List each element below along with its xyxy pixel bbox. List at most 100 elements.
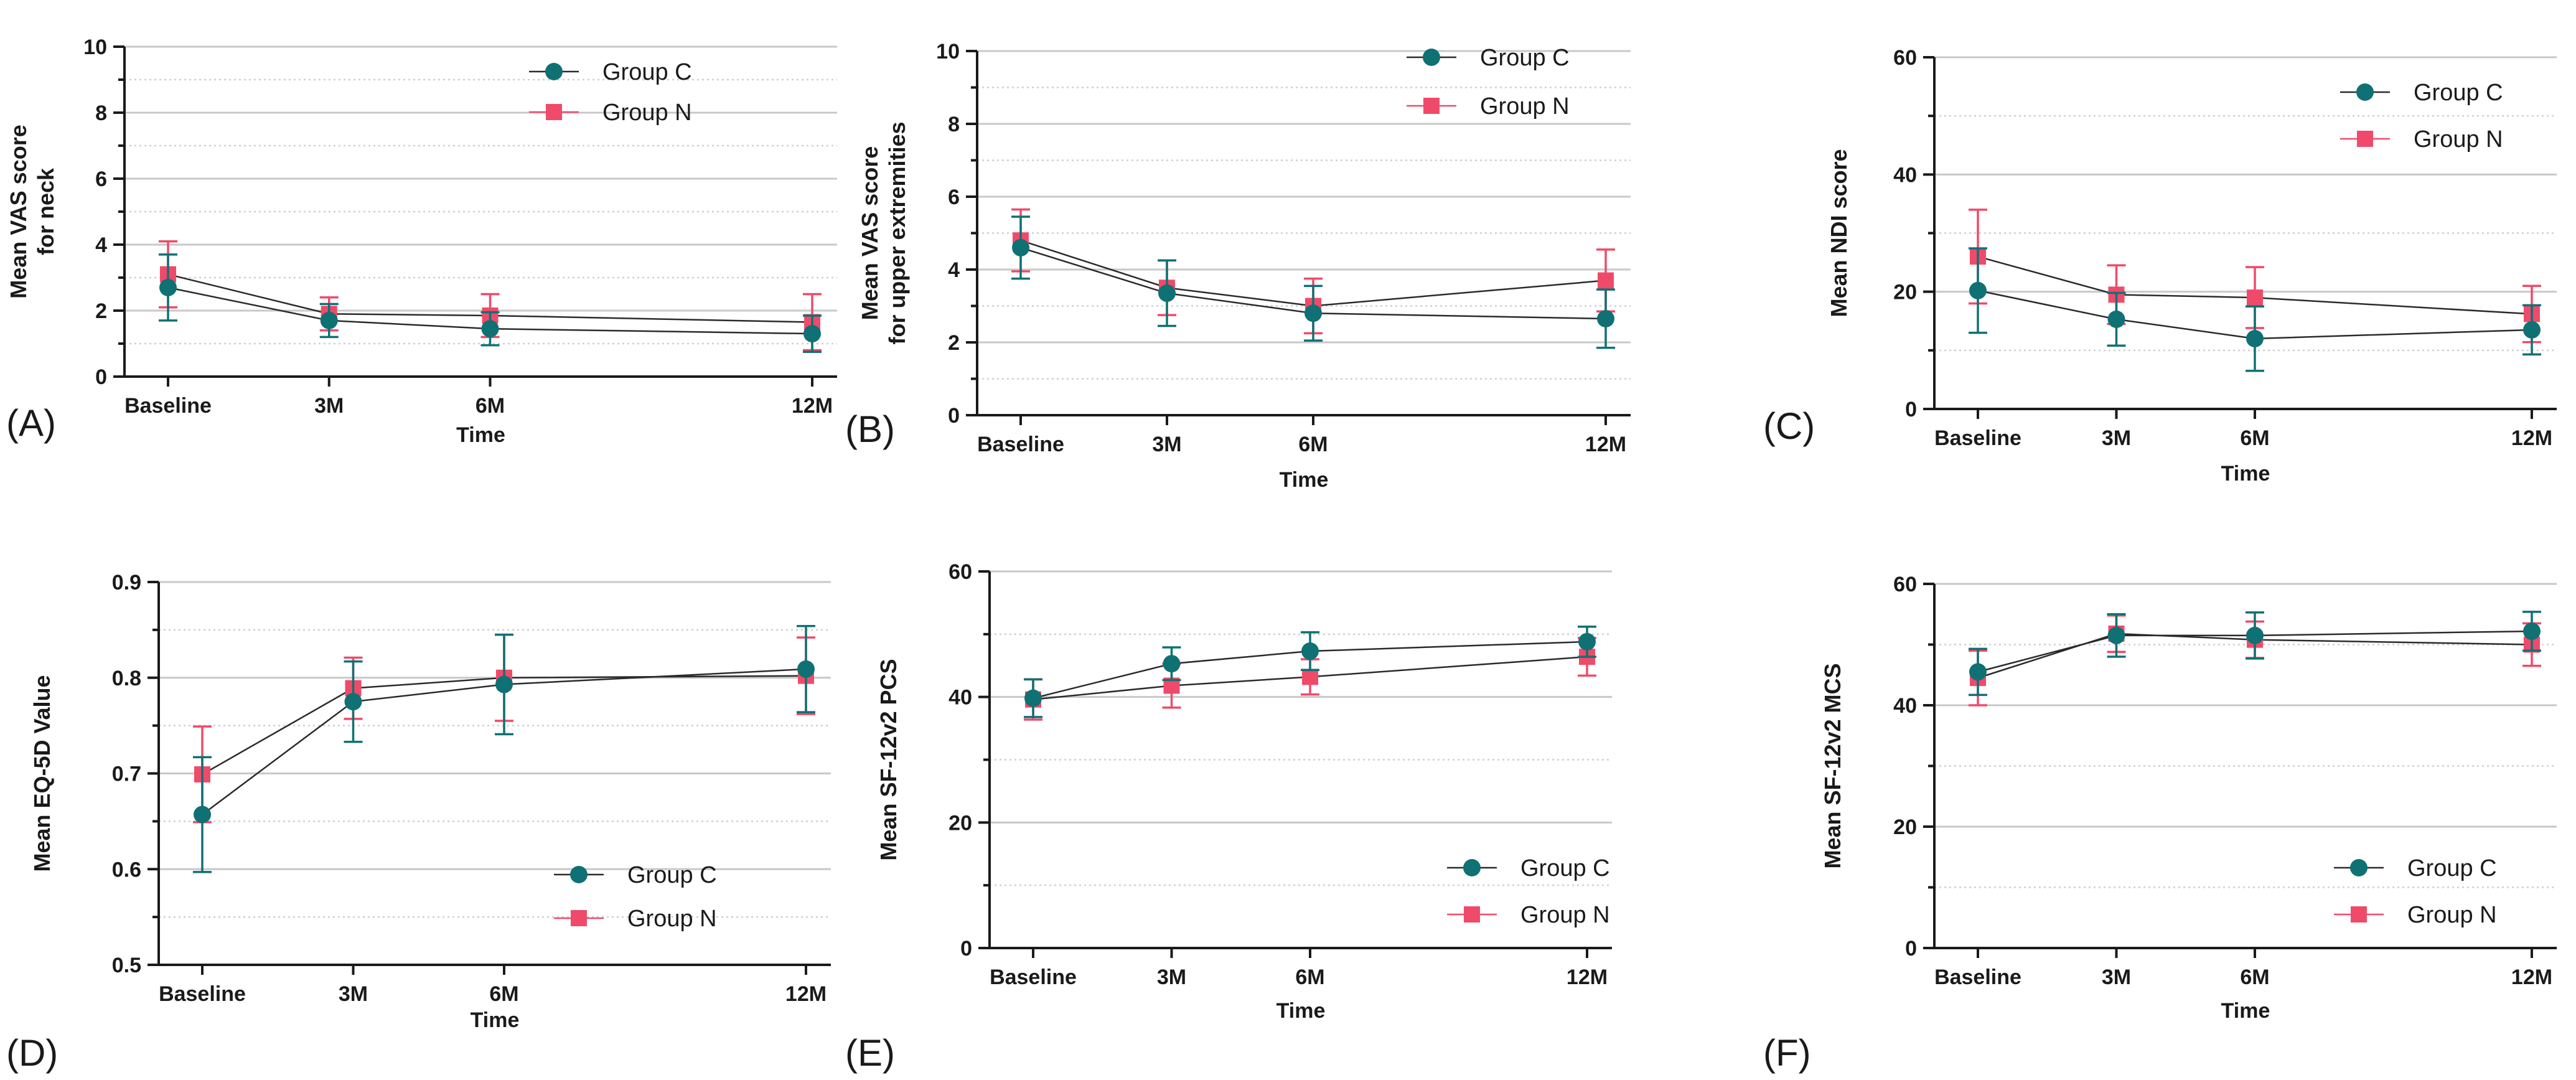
legend-marker-group-c [1423,49,1440,66]
y-tick-label: 40 [1893,163,1917,187]
data-point-group-c [495,675,513,693]
data-point-group-c [1163,655,1181,673]
data-point-group-c [2246,626,2264,644]
legend-label: Group N [1480,93,1570,120]
series-group-c [1969,247,2541,372]
y-tick-label: 60 [1893,573,1917,596]
x-tick-label: 6M [475,394,505,418]
legend-label: Group N [2407,902,2497,928]
data-point-group-c [1304,304,1322,322]
data-point-group-c [1012,238,1029,256]
y-axis-title-line: Mean EQ-5D Value [29,675,55,871]
data-point-group-c [2523,622,2541,641]
y-tick-label: 60 [948,560,972,584]
gridlines [124,45,837,345]
x-axis-title: Time [1280,468,1329,492]
legend-marker-group-c [570,866,588,883]
y-tick-label: 0 [1905,398,1917,421]
series-line [167,286,813,335]
x-tick-label: Baseline [159,982,246,1006]
series-group-c [1024,625,1596,718]
x-tick-label: 3M [314,394,344,418]
x-tick-label: 6M [2240,426,2269,450]
legend-marker-group-n [2357,131,2373,147]
legend-marker-group-c [545,63,563,80]
x-tick-label: 6M [1295,965,1324,989]
y-tick-label: 8 [95,101,107,125]
y-tick-label: 0.7 [112,763,141,786]
y-tick-label: 10 [936,40,960,63]
legend-marker-group-n [546,104,562,120]
legend-marker-group-n [1464,906,1480,923]
series-group-c [1011,215,1615,349]
data-point-group-c [344,693,362,711]
panel-label: (E) [845,1032,895,1074]
x-tick-label: Baseline [977,433,1064,456]
x-tick-label: 3M [2102,965,2131,989]
x-tick-label: 3M [1152,433,1181,456]
y-tick-label: 40 [1893,694,1917,718]
legend: Group C Group N [1447,855,1610,928]
legend-marker-group-n [2351,906,2367,923]
data-point-group-c [2107,626,2125,644]
legend-marker-group-n [1423,98,1440,114]
legend-marker-group-c [1463,859,1481,876]
legend: Group C Group N [2334,855,2497,928]
data-point-group-n [1302,669,1318,685]
data-point-group-c [2246,330,2264,347]
y-axis-title-line: for upper extremities [884,121,910,344]
x-tick-label: Baseline [990,965,1077,989]
series-line [1977,632,2532,679]
data-point-group-c [2523,321,2541,339]
y-tick-label: 6 [948,185,960,209]
x-tick-label: Baseline [1934,965,2021,989]
y-tick-label: 10 [83,35,107,59]
legend-label: Group C [1480,45,1570,71]
y-axis-title-line: Mean VAS score [6,124,31,298]
panel-label: (A) [6,402,56,444]
data-point-group-n [1598,272,1614,289]
y-tick-label: 2 [948,331,960,355]
y-axis-title-line: for neck [33,167,59,255]
series-group-c [159,253,822,353]
legend: Group C Group N [1407,45,1570,120]
y-tick-label: 0 [960,937,972,960]
y-tick-label: 0 [95,365,107,389]
x-axis-title: Time [471,1008,520,1032]
y-axis-title: Mean VAS scorefor upper extremities [857,121,910,344]
x-tick-label: Baseline [1934,426,2021,450]
x-axis-title: Time [2221,999,2270,1023]
x-tick-label: 6M [2240,965,2269,989]
gridlines [1934,56,2557,352]
panel-label: (D) [6,1032,58,1074]
y-axis-title: Mean VAS scorefor neck [6,124,59,298]
y-tick-label: 0.6 [112,858,141,881]
legend-label: Group C [2407,855,2497,881]
legend-label: Group N [627,906,717,932]
y-tick-label: 0.9 [112,571,141,594]
x-tick-label: 3M [2102,426,2131,450]
x-tick-label: 12M [2511,965,2552,989]
x-tick-label: 3M [339,982,368,1006]
y-tick-label: 20 [1893,815,1917,839]
y-tick-label: 6 [95,167,107,191]
x-tick-label: 12M [785,982,827,1006]
legend-label: Group C [1520,855,1610,881]
gridlines [977,50,1631,380]
panel-label: (C) [1763,405,1815,447]
series-group-c [193,624,815,873]
series-line [1977,255,2532,315]
y-tick-label: 0 [948,404,960,428]
data-point-group-c [2107,310,2125,328]
y-axis-title-line: Mean SF-12v2 PCS [876,659,901,860]
x-axis-title: Time [1276,999,1326,1023]
y-tick-label: 40 [948,686,972,710]
y-axis-title: Mean SF-12v2 PCS [876,659,901,860]
x-tick-label: 6M [489,982,518,1006]
legend: Group C Group N [554,862,717,932]
